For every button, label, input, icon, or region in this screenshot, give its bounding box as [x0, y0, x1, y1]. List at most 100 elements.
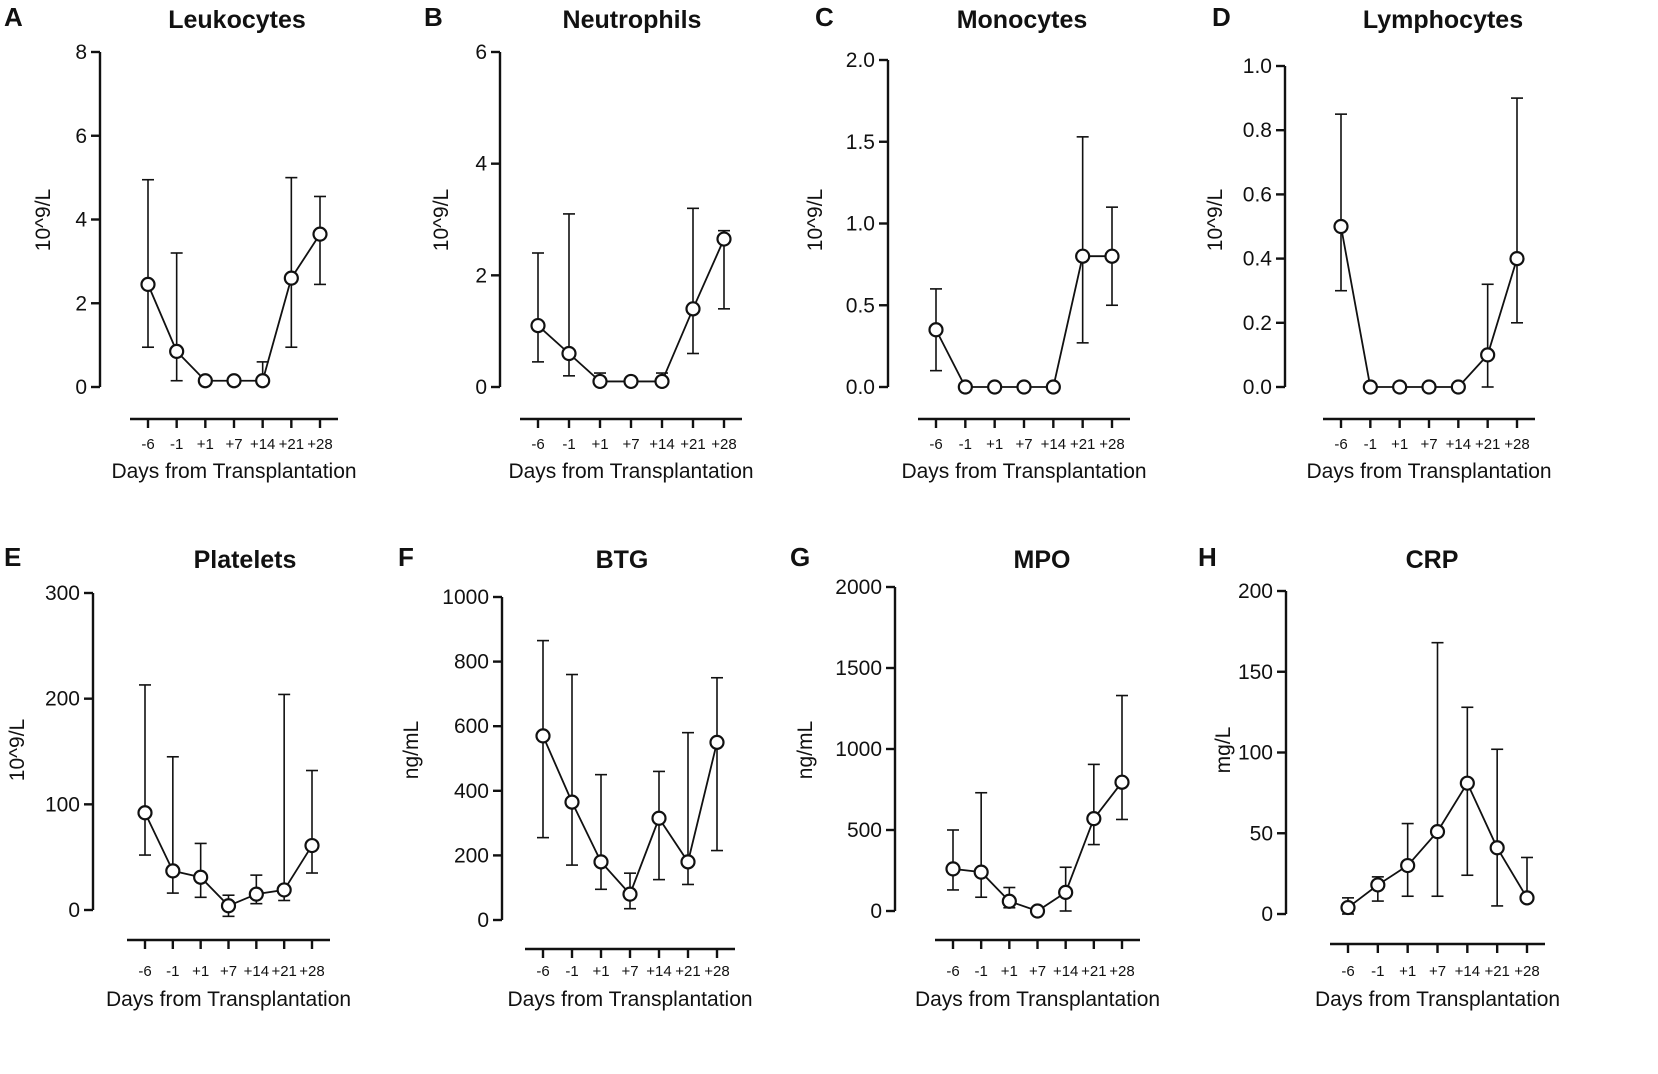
- series-line: [935, 255, 1112, 388]
- data-point: [593, 854, 609, 870]
- data-point: [716, 231, 732, 247]
- x-tick-label: -6: [531, 436, 544, 453]
- x-tick-label: +7: [225, 436, 242, 453]
- data-point: [1421, 379, 1437, 395]
- chart-title: MPO: [1014, 546, 1071, 574]
- y-tick-label: 4: [475, 153, 487, 176]
- series-line: [952, 781, 1123, 912]
- y-tick-label: 200: [45, 688, 80, 711]
- y-tick-label: 6: [475, 41, 487, 64]
- series-line: [1340, 226, 1518, 388]
- data-point: [592, 373, 608, 390]
- chart-title: Neutrophils: [563, 6, 702, 34]
- data-point: [957, 379, 973, 395]
- x-tick-label: +1: [1001, 963, 1018, 980]
- panel-e: E Platelets 0 100 200 300 10^9/L -6 -1 +1 +7 +14 +21…: [4, 542, 351, 1011]
- x-tick-label: -6: [536, 963, 549, 980]
- chart-title: BTG: [596, 546, 649, 574]
- y-tick-label: 2: [475, 264, 487, 287]
- data-point: [945, 861, 961, 877]
- data-point: [1459, 775, 1475, 791]
- x-tick-label: +7: [1015, 436, 1032, 453]
- data-point: [1400, 857, 1416, 874]
- x-tick-label: +7: [1429, 963, 1446, 980]
- x-tick-label: +1: [986, 436, 1003, 453]
- x-tick-label: +21: [675, 963, 700, 980]
- data-point: [622, 886, 638, 902]
- x-tick-label: -1: [565, 963, 578, 980]
- data-point: [137, 805, 153, 821]
- x-tick-label: +21: [1070, 436, 1095, 453]
- y-tick-label: 0.8: [1243, 119, 1272, 142]
- data-point: [535, 728, 551, 744]
- panel-letter: F: [398, 542, 414, 572]
- y-axis-label: ng/mL: [400, 721, 423, 779]
- chart-title: CRP: [1406, 546, 1459, 574]
- data-point: [248, 886, 264, 902]
- panel-letter: A: [4, 2, 23, 32]
- y-tick-label: 0.2: [1243, 312, 1272, 335]
- x-axis-label: Days from Transplantation: [111, 460, 356, 483]
- x-tick-label: -1: [1371, 963, 1384, 980]
- y-tick-label: 8: [75, 41, 87, 64]
- chart-title: Leukocytes: [168, 6, 306, 34]
- panel-a: A Leukocytes 0 2 4 6 8 10^9/L -6 -1 +1 +7 +14 +21 +28 D…: [4, 2, 357, 483]
- x-tick-label: +28: [1504, 436, 1529, 453]
- data-point: [1340, 899, 1356, 916]
- data-point: [680, 854, 696, 870]
- y-tick-label: 0.6: [1243, 183, 1272, 206]
- y-tick-label: 800: [454, 651, 489, 674]
- data-point: [654, 373, 670, 390]
- data-point: [312, 226, 328, 242]
- x-tick-label: +28: [307, 436, 332, 453]
- x-tick-label: +7: [220, 963, 237, 980]
- x-tick-label: +21: [1484, 963, 1509, 980]
- x-tick-label: +7: [1029, 963, 1046, 980]
- x-tick-label: +14: [1446, 436, 1471, 453]
- data-point: [1086, 811, 1102, 827]
- x-tick-label: +1: [197, 436, 214, 453]
- data-point: [1370, 877, 1386, 893]
- y-tick-label: 4: [75, 209, 87, 232]
- data-point: [987, 379, 1003, 395]
- y-tick-label: 1.0: [1243, 55, 1272, 78]
- data-point: [1489, 840, 1505, 856]
- x-tick-label: +14: [1455, 963, 1480, 980]
- x-axis-label: Days from Transplantation: [1315, 988, 1560, 1011]
- data-point: [193, 869, 209, 885]
- x-axis-label: Days from Transplantation: [106, 988, 351, 1011]
- data-point: [1362, 379, 1378, 395]
- panel-letter: G: [790, 542, 810, 572]
- data-point: [530, 317, 546, 334]
- y-tick-label: 0: [475, 376, 487, 399]
- data-point: [276, 882, 292, 898]
- x-tick-label: +21: [680, 436, 705, 453]
- panel-letter: C: [815, 2, 834, 32]
- y-tick-label: 0: [75, 376, 87, 399]
- x-tick-label: +14: [1041, 436, 1066, 453]
- panel-letter: E: [4, 542, 21, 572]
- data-point: [1075, 248, 1091, 264]
- y-axis-label: 10^9/L: [804, 189, 827, 251]
- y-tick-label: 100: [45, 793, 80, 816]
- x-tick-label: +7: [622, 436, 639, 453]
- x-tick-label: +21: [1475, 436, 1500, 453]
- data-point: [304, 837, 320, 854]
- x-tick-label: -6: [1334, 436, 1347, 453]
- y-tick-label: 0.4: [1243, 248, 1273, 271]
- x-tick-label: +14: [250, 436, 275, 453]
- x-tick-label: -6: [929, 436, 942, 453]
- data-point: [226, 373, 242, 389]
- data-point: [1029, 903, 1046, 919]
- data-point: [561, 345, 577, 362]
- x-tick-label: -6: [138, 963, 151, 980]
- data-point: [255, 373, 271, 389]
- x-tick-label: -6: [141, 436, 154, 453]
- x-tick-label: +21: [1081, 963, 1106, 980]
- data-point: [1058, 884, 1074, 900]
- x-tick-label: +7: [1420, 436, 1437, 453]
- x-tick-label: -6: [946, 963, 959, 980]
- data-point: [623, 373, 639, 390]
- x-tick-label: +28: [1099, 436, 1124, 453]
